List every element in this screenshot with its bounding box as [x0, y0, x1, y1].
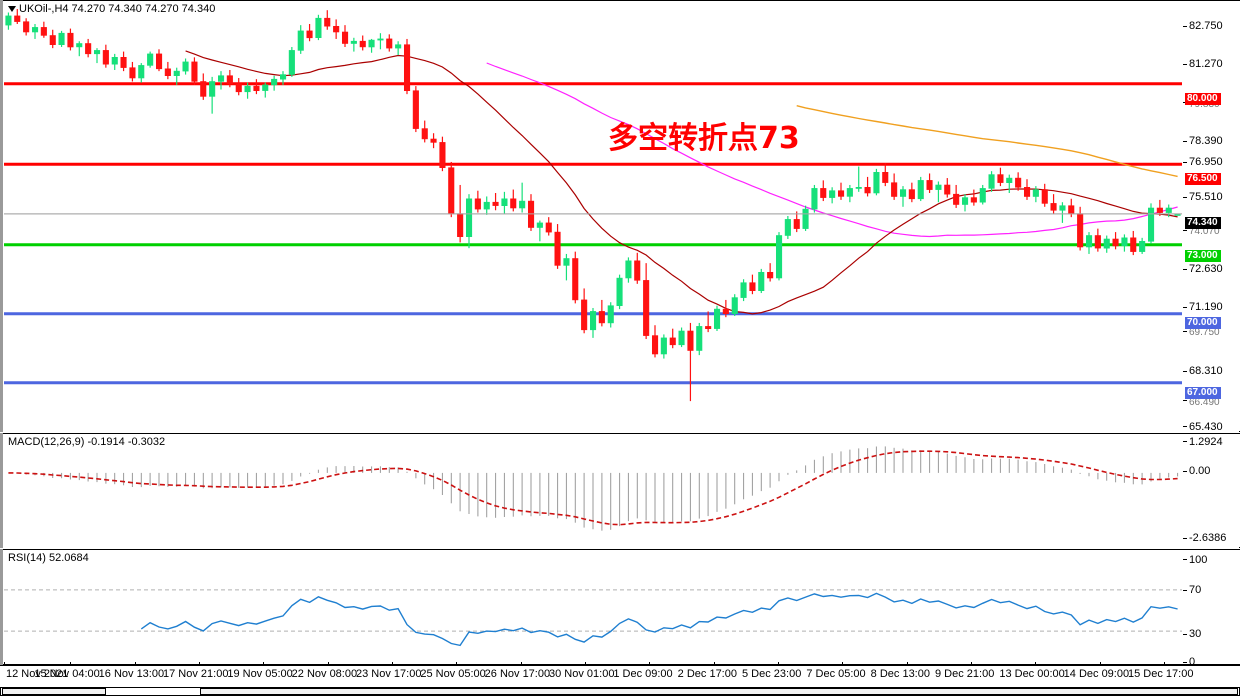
horizontal-scrollbar-thumb-left[interactable] — [2, 688, 106, 695]
rsi-indicator-label: RSI(14) 52.0684 — [8, 552, 89, 564]
macd-plot-area[interactable] — [4, 434, 1182, 547]
rsi-y-axis[interactable]: 100 70 30 0 — [1183, 550, 1240, 668]
x-axis-tick — [134, 662, 136, 666]
x-axis-tick — [1164, 662, 1165, 666]
y-tick-label: 70 — [1189, 584, 1202, 596]
triangle-down-icon[interactable] — [8, 6, 16, 13]
x-axis-label: 15 Dec 17:00 — [1128, 668, 1194, 680]
x-axis-tick — [4, 662, 5, 666]
macd-svg — [8, 446, 1179, 531]
y-tick-label: 0 — [1189, 656, 1196, 668]
x-axis-label: 9 Dec 21:00 — [935, 668, 995, 680]
current-price-label: 74.340 — [1185, 217, 1221, 229]
price-y-axis[interactable]: 82.750 81.270 79.830 78.390 76.950 75.51… — [1183, 1, 1240, 433]
x-axis-label: 13 Dec 00:00 — [999, 668, 1065, 680]
x-axis-tick — [649, 662, 651, 666]
x-axis-tick — [842, 662, 844, 666]
y-tick-label: 82.750 — [1189, 20, 1223, 32]
y-tick-label: 68.310 — [1189, 365, 1223, 377]
x-axis-tick — [456, 662, 458, 666]
x-axis-label: 14 Dec 09:00 — [1063, 668, 1130, 680]
macd-indicator-label: MACD(12,26,9) -0.1914 -0.3032 — [8, 436, 166, 448]
x-axis-label: 26 Nov 17:00 — [484, 668, 551, 680]
chart-annotation-text: 多空转折点73 — [608, 121, 800, 156]
x-axis-label: 8 Dec 13:00 — [870, 668, 930, 680]
horizontal-scrollbar-thumb-main[interactable] — [200, 688, 1238, 695]
price-panel-left-rail — [0, 0, 3, 432]
price-level-label-73: 73.000 — [1185, 250, 1221, 262]
x-axis-label: 5 Dec 23:00 — [742, 668, 802, 680]
x-axis-tick — [778, 662, 779, 666]
x-axis-label: 15 Nov 04:00 — [34, 668, 100, 680]
x-axis-tick — [70, 662, 72, 666]
x-axis-label: 25 Nov 05:00 — [420, 668, 486, 680]
x-axis-tick — [713, 662, 715, 666]
y-tick-label: 69.750 — [1189, 327, 1220, 338]
y-tick-label: 65.430 — [1189, 421, 1223, 433]
y-tick-label: 74.070 — [1189, 226, 1220, 237]
rsi-panel-left-rail — [0, 549, 3, 665]
y-tick-label: 1.2924 — [1189, 436, 1223, 448]
y-tick-label: -2.6386 — [1189, 532, 1227, 544]
macd-panel-left-rail — [0, 433, 3, 548]
x-axis-label: 17 Nov 21:00 — [163, 668, 229, 680]
x-axis-tick — [392, 662, 393, 666]
x-axis-tick — [1035, 662, 1037, 666]
y-tick-label: 100 — [1189, 554, 1208, 566]
y-tick-label: 78.390 — [1189, 135, 1223, 147]
x-axis-label: 12 Nov 2021 — [6, 668, 69, 680]
macd-y-axis[interactable]: 1.2924 0.00 -2.6386 — [1183, 434, 1240, 547]
y-tick-label: 81.270 — [1189, 58, 1223, 70]
x-axis-tick — [327, 662, 329, 666]
x-axis-separator — [0, 665, 1240, 666]
y-tick-label: 0.00 — [1189, 465, 1211, 477]
x-axis-label: 16 Nov 13:00 — [98, 668, 165, 680]
y-tick-label: 75.510 — [1189, 191, 1223, 203]
rsi-svg — [4, 589, 1182, 647]
x-axis: 12 Nov 2021 15 Nov 04:00 16 Nov 13:00 17 No… — [0, 662, 1240, 684]
price-level-label-70: 70.000 — [1185, 317, 1221, 329]
x-axis-label: 23 Nov 17:00 — [356, 668, 422, 680]
x-axis-label: 22 Nov 08:00 — [291, 668, 358, 680]
x-axis-tick — [520, 662, 522, 666]
symbol-header-text: UKOil-,H4 74.270 74.340 74.270 74.340 — [19, 3, 216, 15]
price-level-label-76-5: 76.500 — [1185, 173, 1221, 185]
y-tick-label: 71.190 — [1189, 301, 1223, 313]
x-axis-tick — [906, 662, 908, 666]
y-tick-label: 30 — [1189, 628, 1202, 640]
candlestick-svg — [4, 9, 1182, 402]
rsi-plot-area[interactable] — [4, 550, 1182, 664]
symbol-header: UKOil-,H4 74.270 74.340 74.270 74.340 — [8, 3, 215, 15]
x-axis-label: 2 Dec 17:00 — [677, 668, 737, 680]
x-axis-label: 7 Dec 05:00 — [806, 668, 866, 680]
x-axis-label: 1 Dec 09:00 — [613, 668, 673, 680]
price-level-label-80: 80.000 — [1185, 93, 1221, 105]
price-level-label-67: 67.000 — [1185, 387, 1221, 399]
price-plot-area[interactable] — [4, 1, 1182, 431]
y-tick-label: 66.490 — [1189, 397, 1220, 408]
x-axis-label: 19 Nov 05:00 — [227, 668, 293, 680]
x-axis-tick — [199, 662, 200, 666]
y-tick-label: 72.630 — [1189, 263, 1223, 275]
x-axis-tick — [971, 662, 972, 666]
y-tick-label: 76.950 — [1189, 156, 1223, 168]
x-axis-tick — [585, 662, 586, 666]
x-axis-tick — [263, 662, 265, 666]
x-axis-tick — [1099, 662, 1101, 666]
x-axis-label: 30 Nov 01:00 — [549, 668, 615, 680]
